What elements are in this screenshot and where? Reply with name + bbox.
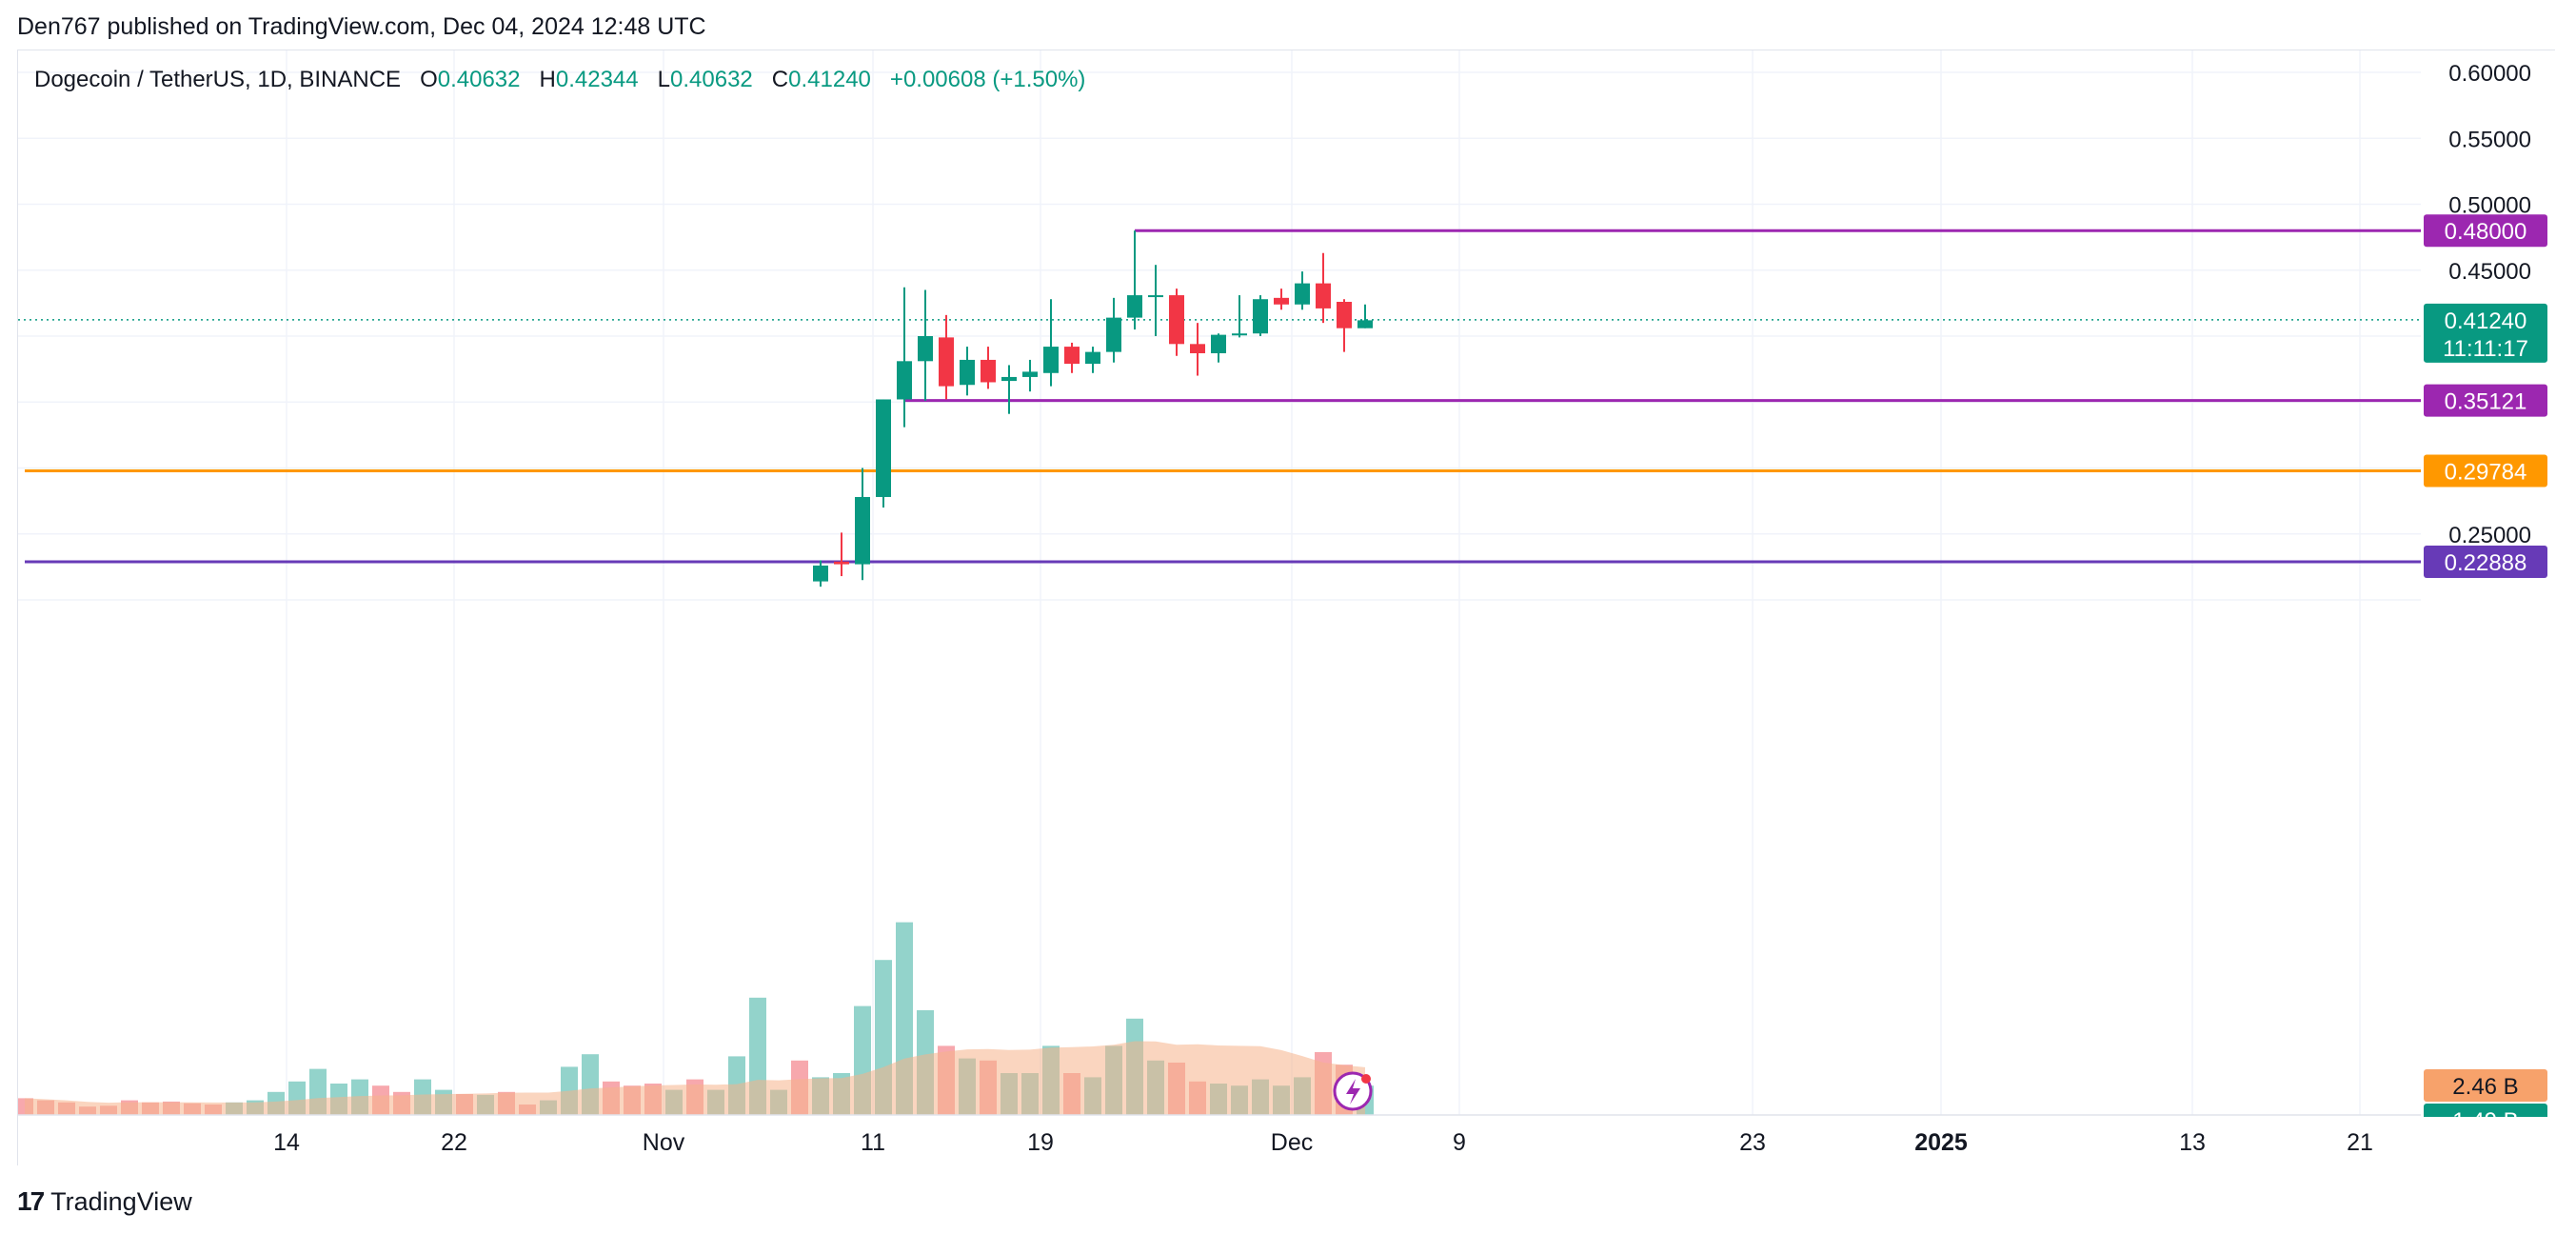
level-price-label: 0.22888 — [2424, 546, 2547, 579]
open-label: O — [420, 67, 438, 92]
candle-body — [1064, 347, 1080, 365]
x-tick-label: 13 — [2179, 1129, 2206, 1156]
level-price-label-bg — [2424, 384, 2547, 417]
change-value: +0.00608 (+1.50%) — [889, 67, 1086, 92]
time-axis-bg — [18, 1115, 2421, 1166]
candle-body — [1043, 347, 1059, 373]
candle-body — [1085, 351, 1100, 365]
candle-body — [876, 399, 891, 497]
x-tick-label: 22 — [441, 1129, 467, 1156]
lightning-bolt — [1346, 1079, 1360, 1105]
footer-brand[interactable]: 17 TradingView — [17, 1186, 192, 1217]
volume-label-bg — [2424, 1069, 2547, 1102]
x-tick-label: 14 — [273, 1129, 300, 1156]
volume-label-text: 2.46 B — [2452, 1074, 2518, 1100]
x-tick-label: 9 — [1453, 1129, 1466, 1156]
high-value: 0.42344 — [555, 67, 639, 92]
x-tick-label: Nov — [643, 1129, 685, 1156]
y-tick-label: 0.60000 — [2448, 61, 2531, 87]
candle-body — [1232, 333, 1247, 336]
notification-dot — [1361, 1074, 1371, 1084]
countdown-value: 11:11:17 — [2443, 336, 2528, 362]
candle-body — [813, 565, 828, 582]
candle-body — [855, 496, 870, 565]
low-value: 0.40632 — [670, 67, 753, 92]
level-price-label: 0.29784 — [2424, 454, 2547, 488]
x-tick-label: 21 — [2347, 1129, 2373, 1156]
x-tick-label: 23 — [1739, 1129, 1766, 1156]
candle-body — [1316, 283, 1331, 308]
candle-body — [1274, 297, 1289, 305]
chart-frame[interactable]: 0.60000 0.55000 0.50000 0.45000 0.25000 0.480… — [17, 50, 2556, 1166]
candles — [813, 230, 1373, 587]
y-tick-label: 0.25000 — [2448, 523, 2531, 548]
level-price-label-bg — [2424, 546, 2547, 579]
y-tick-label: 0.50000 — [2448, 193, 2531, 219]
candle-body — [1022, 371, 1038, 377]
level-price-label: 0.48000 — [2424, 214, 2547, 248]
candle-body — [1169, 295, 1184, 345]
symbol-name[interactable]: Dogecoin / TetherUS, 1D, BINANCE — [34, 67, 402, 92]
axis-mask — [2417, 1117, 2556, 1166]
low-label: L — [657, 67, 671, 92]
level-price-label-bg — [2424, 214, 2547, 248]
volume-ma-area — [25, 1041, 1365, 1115]
x-tick-label: Dec — [1271, 1129, 1313, 1156]
close-label: C — [771, 67, 789, 92]
volume-bars — [18, 922, 1374, 1115]
candle-body — [1148, 295, 1163, 298]
grid-lines — [18, 50, 2421, 1115]
close-value: 0.41240 — [788, 67, 871, 92]
level-price-label-text: 0.48000 — [2445, 219, 2527, 245]
candle-body — [1190, 344, 1205, 354]
y-tick-label: 0.55000 — [2448, 127, 2531, 152]
candle-body — [1295, 283, 1310, 305]
candle-body — [939, 337, 954, 387]
x-tick-label: 2025 — [1914, 1129, 1968, 1156]
candlestick-chart[interactable]: 0.60000 0.55000 0.50000 0.45000 0.25000 0.480… — [18, 50, 2556, 1166]
candle-body — [834, 561, 849, 565]
tradingview-logo-icon: 17 — [17, 1186, 45, 1216]
candle-body — [1357, 320, 1373, 328]
open-value: 0.40632 — [437, 67, 521, 92]
level-price-label: 0.35121 — [2424, 384, 2547, 417]
last-price-value: 0.41240 — [2445, 308, 2527, 334]
candle-body — [960, 359, 975, 386]
last-price-bg — [2424, 303, 2547, 363]
y-tick-label: 0.45000 — [2448, 259, 2531, 285]
x-tick-label: 19 — [1027, 1129, 1054, 1156]
candle-body — [897, 361, 912, 400]
brand-name: TradingView — [50, 1186, 192, 1216]
candle-body — [1253, 299, 1268, 334]
published-by-text: Den767 published on TradingView.com, Dec… — [17, 13, 706, 40]
candle-body — [1127, 295, 1142, 318]
level-price-label-text: 0.35121 — [2445, 389, 2527, 415]
lightning-icon — [1333, 1071, 1373, 1111]
level-price-label-text: 0.22888 — [2445, 550, 2527, 576]
candle-body — [1211, 334, 1226, 354]
high-label: H — [539, 67, 556, 92]
candle-body — [981, 359, 996, 383]
level-price-label-text: 0.29784 — [2445, 459, 2527, 485]
candle-body — [1001, 376, 1017, 382]
symbol-legend: Dogecoin / TetherUS, 1D, BINANCE O0.4063… — [34, 67, 1085, 93]
candle-body — [1337, 301, 1352, 328]
candle-body — [1106, 317, 1121, 352]
candle-body — [918, 336, 933, 362]
level-price-label-bg — [2424, 454, 2547, 488]
x-tick-label: 11 — [861, 1129, 885, 1156]
